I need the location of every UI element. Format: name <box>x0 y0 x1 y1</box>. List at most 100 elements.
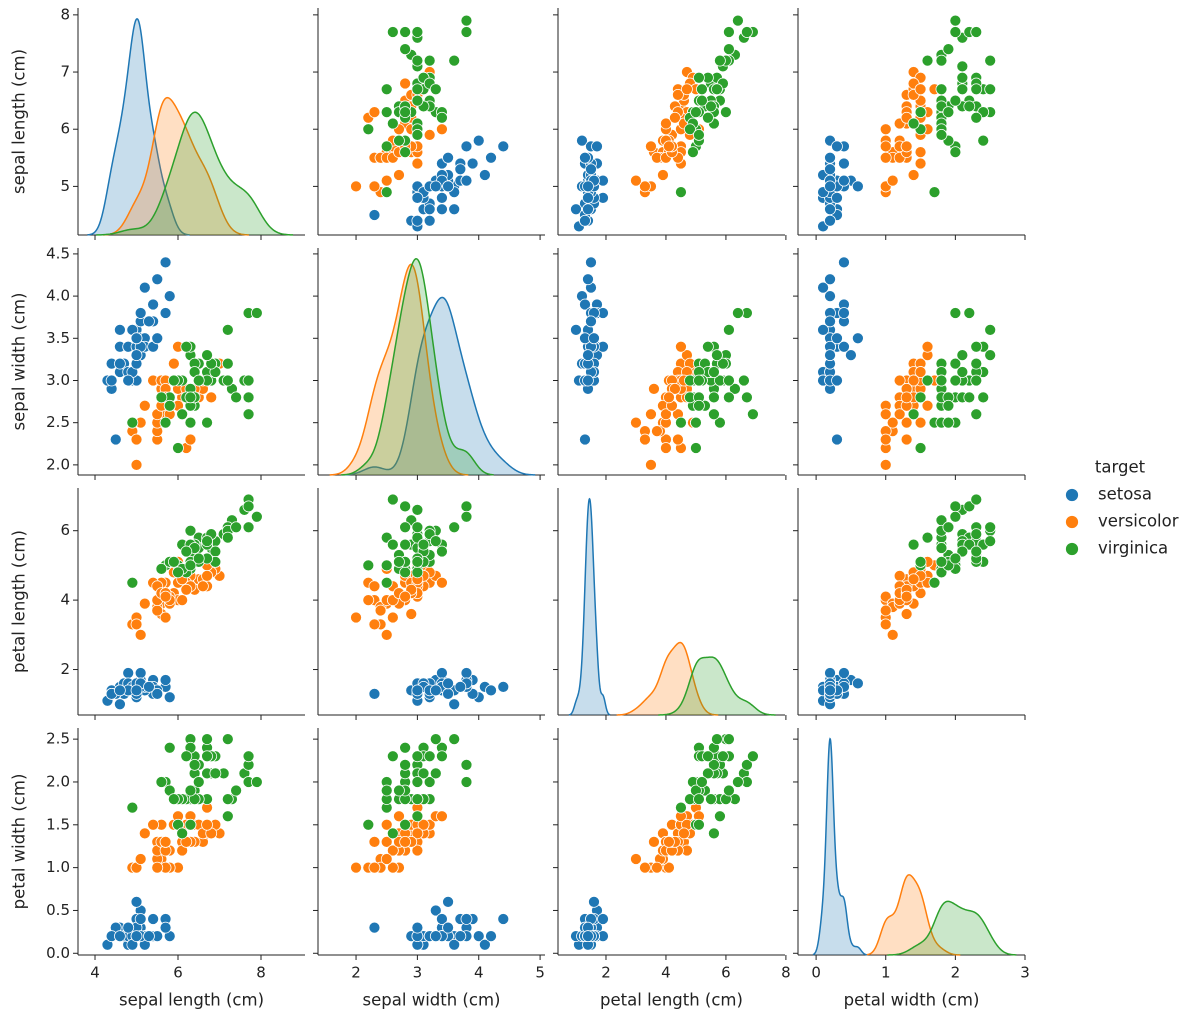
scatter-point <box>399 146 411 158</box>
x-axis-label: petal width (cm) <box>844 991 980 1010</box>
scatter-point <box>380 174 393 187</box>
scatter-point <box>852 332 864 345</box>
scatter-point <box>411 793 424 805</box>
scatter-point <box>167 556 180 568</box>
scatter-point <box>368 209 381 221</box>
scatter-point <box>429 535 442 547</box>
y-tick-label: 0.5 <box>46 901 70 919</box>
scatter-point <box>886 628 899 641</box>
scatter-point <box>696 776 708 788</box>
scatter-point <box>155 776 168 788</box>
scatter-point <box>411 26 424 38</box>
scatter-point <box>184 818 197 831</box>
legend-label: versicolor <box>1098 512 1179 531</box>
scatter-point <box>660 117 672 130</box>
scatter-point <box>380 106 393 118</box>
scatter-point <box>411 129 424 141</box>
scatter-point <box>411 54 424 67</box>
scatter-point <box>380 576 393 589</box>
scatter-point <box>690 416 702 429</box>
kde-area <box>616 642 719 715</box>
scatter-point <box>928 576 941 589</box>
scatter-point <box>914 366 927 378</box>
scatter-point <box>138 399 151 412</box>
scatter-point <box>176 408 189 421</box>
scatter-point <box>184 524 197 537</box>
scatter-point <box>442 677 454 690</box>
scatter-point <box>886 174 899 187</box>
scatter-point <box>497 140 510 153</box>
scatter-point <box>460 14 473 27</box>
scatter-point <box>362 818 375 831</box>
scatter-point <box>639 861 651 874</box>
scatter-point <box>393 169 405 181</box>
kde-area <box>102 97 249 236</box>
scatter-point <box>693 818 705 831</box>
scatter-point <box>180 750 193 763</box>
kde-curve <box>342 296 536 476</box>
scatter-point <box>221 374 234 387</box>
scatter-point <box>907 538 920 551</box>
scatter-point <box>130 618 143 631</box>
scatter-point <box>176 594 189 606</box>
scatter-point <box>630 416 642 429</box>
scatter-point <box>693 71 705 84</box>
scatter-point <box>708 827 720 840</box>
y-tick-label: 6 <box>60 120 70 138</box>
scatter-point <box>460 500 473 513</box>
scatter-point <box>963 391 976 404</box>
scatter-point <box>436 203 448 216</box>
scatter-point <box>399 590 411 603</box>
scatter-point <box>242 750 255 763</box>
scatter-point <box>386 493 399 506</box>
scatter-point <box>411 810 424 823</box>
scatter-point <box>705 100 717 113</box>
y-tick-label: 4.0 <box>46 287 70 305</box>
scatter-point <box>201 750 213 763</box>
kde-curve <box>87 17 190 236</box>
scatter-point <box>702 767 714 780</box>
kde-area <box>341 258 494 475</box>
scatter-point <box>399 818 411 831</box>
scatter-point <box>448 938 461 951</box>
scatter-point <box>380 818 393 831</box>
scatter-point <box>900 590 913 603</box>
scatter-point <box>411 94 424 107</box>
scatter-point <box>669 111 681 124</box>
scatter-point <box>460 776 473 788</box>
scatter-point <box>914 556 927 568</box>
scatter-point <box>582 180 594 193</box>
x-axis-label: sepal length (cm) <box>119 991 264 1010</box>
x-tick-label: 2 <box>951 964 961 982</box>
scatter-point <box>393 556 405 568</box>
scatter-point <box>970 374 983 387</box>
y-tick-label: 1.0 <box>46 858 70 876</box>
scatter-point <box>442 151 454 164</box>
scatter-point <box>702 111 714 124</box>
scatter-point <box>167 357 180 370</box>
scatter-point <box>221 323 234 336</box>
scatter-point <box>109 433 122 446</box>
scatter-point <box>411 521 424 534</box>
kde-curve <box>568 497 611 716</box>
scatter-point <box>151 861 164 874</box>
scatter-point <box>723 43 735 56</box>
scatter-point <box>900 416 913 429</box>
scatter-point <box>708 366 720 378</box>
scatter-point <box>184 559 197 572</box>
scatter-point <box>172 442 184 454</box>
scatter-point <box>130 930 143 943</box>
scatter-point <box>399 26 411 38</box>
scatter-point <box>921 531 934 544</box>
scatter-point <box>386 861 399 874</box>
scatter-point <box>588 896 600 908</box>
scatter-point <box>582 191 594 204</box>
scatter-point <box>675 416 687 429</box>
scatter-point <box>368 106 381 118</box>
scatter-point <box>417 818 430 831</box>
scatter-point <box>448 521 461 534</box>
y-tick-label: 1.5 <box>46 815 70 833</box>
scatter-point <box>423 776 436 788</box>
scatter-point <box>167 374 180 387</box>
legend-marker <box>1065 515 1079 529</box>
